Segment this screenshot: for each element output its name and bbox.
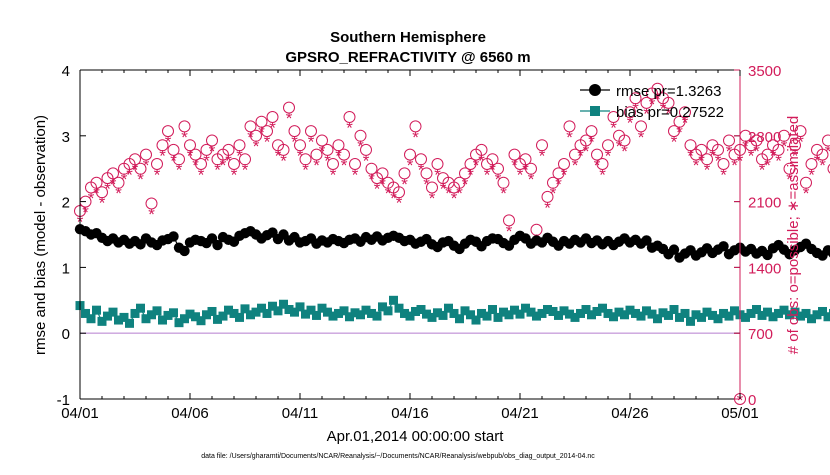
- x-tick-label: 04/26: [611, 405, 649, 422]
- obs-assimilated-point: *: [308, 133, 315, 152]
- bias-point: [235, 313, 244, 322]
- y-tick-label-right: 700: [748, 326, 773, 343]
- bias-point: [208, 307, 217, 316]
- obs-assimilated-point: *: [401, 175, 408, 194]
- x-tick-label: 04/06: [171, 405, 209, 422]
- obs-assimilated-point: *: [302, 161, 309, 180]
- bias-point: [670, 305, 679, 314]
- obs-assimilated-point: *: [154, 165, 161, 184]
- obs-assimilated-point: *: [363, 151, 370, 170]
- obs-assimilated-point: *: [181, 128, 188, 147]
- obs-assimilated-point: *: [588, 133, 595, 152]
- bias-point: [384, 306, 393, 315]
- bias-point: [109, 308, 118, 317]
- y-tick-label-left: 2: [62, 195, 70, 212]
- bias-point: [153, 306, 162, 315]
- y-tick-label-left: 0: [62, 326, 70, 343]
- rmse-series: [75, 224, 830, 264]
- obs-assimilated-point: *: [825, 142, 830, 161]
- legend-bias-marker: [590, 106, 600, 116]
- obs-assimilated-point: *: [528, 170, 535, 189]
- y-axis-label-right: # of obs: o=possible; ∗=assimilated: [785, 116, 802, 355]
- obs-assimilated-point: *: [610, 118, 617, 137]
- x-tick-label: 04/01: [61, 405, 99, 422]
- bias-point: [681, 309, 690, 318]
- obs-assimilated-point: *: [280, 151, 287, 170]
- rmse-point: [179, 246, 189, 256]
- obs-assimilated-point: *: [621, 142, 628, 161]
- obs-assimilated-point: *: [638, 128, 645, 147]
- y-tick-label-right: 2100: [748, 195, 781, 212]
- bias-point: [92, 306, 101, 315]
- obs-assimilated-point: *: [330, 165, 337, 184]
- obs-assimilated-point: *: [176, 161, 183, 180]
- obs-assimilated-point: *: [165, 133, 172, 152]
- y-axis-label-left: rmse and bias (model - observation): [32, 115, 49, 355]
- obs-assimilated-point: *: [209, 142, 216, 161]
- x-tick-label: 04/11: [282, 405, 318, 422]
- obs-assimilated-point: *: [286, 109, 293, 128]
- y-tick-label-left: 4: [62, 63, 70, 80]
- obs-assimilated-point: *: [231, 165, 238, 184]
- obs-assimilated-point: *: [148, 205, 155, 224]
- x-tick-label: 04/21: [501, 405, 539, 422]
- obs-assimilated-point: *: [599, 165, 606, 184]
- bias-series: [76, 296, 830, 328]
- obs-assimilated-point: *: [803, 184, 810, 203]
- bias-point: [136, 304, 145, 313]
- obs-assimilated-point: *: [566, 128, 573, 147]
- bias-point: [87, 314, 96, 323]
- x-axis-label: Apr.01,2014 00:00:00 start: [327, 428, 505, 445]
- x-tick-label: 04/16: [391, 405, 429, 422]
- bias-point: [169, 308, 178, 317]
- y-tick-label-right: 3500: [748, 63, 781, 80]
- y-tick-label-right: 1400: [748, 260, 781, 277]
- legend-bias-label: bias pr=0.27522: [616, 104, 724, 121]
- obs-assimilated-point: *: [242, 161, 249, 180]
- bias-point: [389, 296, 398, 305]
- obs-assimilated-point: *: [352, 165, 359, 184]
- obs-assimilated-point: *: [539, 147, 546, 166]
- obs-assimilated-point: *: [341, 156, 348, 175]
- y-tick-label-left: 1: [62, 260, 70, 277]
- bias-point: [373, 312, 382, 321]
- bias-point: [455, 314, 464, 323]
- y-tick-label-right: 2800: [748, 129, 781, 146]
- bias-point: [488, 305, 497, 314]
- obs-assimilated-point: *: [500, 184, 507, 203]
- obs-assimilated-point: *: [412, 128, 419, 147]
- obs-assimilated-point: *: [269, 118, 276, 137]
- legend-rmse-label: rmse pr=1.3263: [616, 83, 721, 100]
- obs-assimilated-point: *: [396, 194, 403, 213]
- obs-assimilated-point: *: [429, 189, 436, 208]
- obs-assimilated-point: *: [407, 156, 414, 175]
- legend-rmse-marker: [589, 84, 601, 96]
- obs-assimilated-point: *: [605, 147, 612, 166]
- data-file-footnote: data file: /Users/gharamti/Documents/NCA…: [201, 453, 595, 460]
- obs-assimilated-point: *: [143, 156, 150, 175]
- x-tick-label: 05/01: [721, 405, 759, 422]
- bias-point: [125, 319, 134, 328]
- y-tick-label-left: 3: [62, 129, 70, 146]
- chart-subtitle: GPSRO_REFRACTIVITY @ 6560 m: [285, 49, 530, 66]
- chart-title: Southern Hemisphere: [330, 29, 486, 46]
- obs-assimilated-point: *: [561, 165, 568, 184]
- obs-assimilated-point: *: [720, 165, 727, 184]
- rmse-point: [168, 231, 178, 241]
- obs-assimilated-point: *: [346, 118, 353, 137]
